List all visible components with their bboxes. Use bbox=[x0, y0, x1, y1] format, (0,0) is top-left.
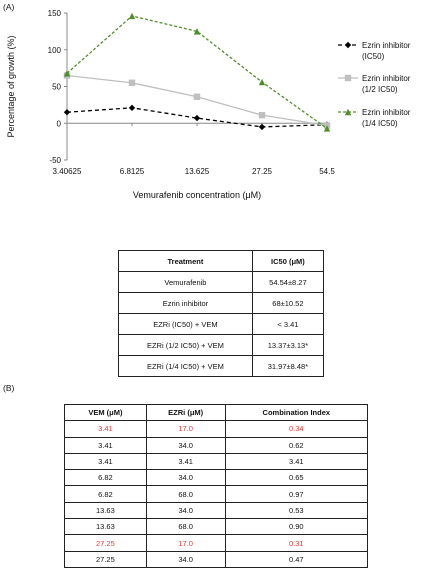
data-point-triangle bbox=[128, 12, 136, 20]
table-row: 6.82 68.0 0.97 bbox=[64, 485, 369, 503]
data-point-square bbox=[193, 93, 201, 100]
data-point-triangle bbox=[258, 78, 266, 86]
data-point-triangle bbox=[63, 70, 71, 77]
legend-label: Ezrin inhibitor bbox=[362, 41, 411, 50]
ci-index-cell: 3.41 bbox=[224, 452, 369, 471]
ci-header-ezri: EZRi (μM) bbox=[145, 403, 226, 422]
ci-ezri-cell: 34.0 bbox=[145, 469, 226, 487]
data-point-diamond bbox=[63, 109, 71, 116]
x-tick-label: 27.25 bbox=[252, 167, 273, 176]
data-point-square bbox=[258, 111, 266, 119]
table-row: 27.25 17.0 0.31 bbox=[64, 534, 369, 552]
ci-ezri-cell: 17.0 bbox=[145, 420, 226, 438]
ci-vem-cell: 6.82 bbox=[64, 469, 147, 487]
ci-ezri-cell: 68.0 bbox=[145, 518, 226, 536]
legend-label: (1/4 IC50) bbox=[362, 119, 398, 128]
ci-index-cell: 0.34 bbox=[224, 420, 369, 438]
combination-index-table: VEM (μM) EZRi (μM) Combination Index 3.4… bbox=[64, 403, 369, 568]
ci-index-cell: 0.97 bbox=[224, 485, 369, 503]
line-chart: -50 0 50 100 150 3.40625 6.8125 13.625 27.25 54.5… bbox=[6, 9, 411, 200]
ci-vem-cell: 27.25 bbox=[64, 534, 147, 552]
ic50-header-treatment: Treatment bbox=[118, 250, 253, 272]
table-row: 6.82 34.0 0.65 bbox=[64, 469, 369, 487]
y-tick-label: 50 bbox=[52, 83, 61, 92]
ci-vem-cell: 3.41 bbox=[64, 420, 147, 438]
ci-table-header: VEM (μM) EZRi (μM) Combination Index bbox=[64, 403, 369, 422]
ic50-treatment-cell: EZRi (1/4 IC50) + VEM bbox=[118, 355, 253, 377]
ic50-treatment-cell: EZRi (1/2 IC50) + VEM bbox=[118, 334, 253, 356]
legend-label: (1/2 IC50) bbox=[362, 85, 398, 94]
ci-vem-cell: 27.25 bbox=[64, 550, 147, 568]
ic50-value-cell: < 3.41 bbox=[251, 313, 325, 335]
data-point-triangle bbox=[193, 28, 201, 35]
data-point-triangle bbox=[344, 108, 352, 116]
ci-vem-cell: 6.82 bbox=[64, 485, 147, 503]
table-row: EZRi (1/2 IC50) + VEM 13.37±3.13* bbox=[118, 334, 325, 356]
table-row: 3.41 34.0 0.62 bbox=[64, 436, 369, 454]
data-point-diamond bbox=[344, 41, 352, 49]
data-point-square bbox=[128, 79, 136, 87]
ci-index-cell: 0.53 bbox=[224, 501, 369, 520]
ci-vem-cell: 13.63 bbox=[64, 518, 147, 536]
ic50-value-cell: 54.54±8.27 bbox=[251, 271, 325, 293]
data-point-diamond bbox=[128, 104, 136, 112]
ci-vem-cell: 13.63 bbox=[64, 501, 147, 520]
legend-label: (IC50) bbox=[362, 52, 385, 61]
table-row: EZRi (1/4 IC50) + VEM 31.97±8.48* bbox=[118, 355, 325, 377]
y-tick-label: -50 bbox=[49, 156, 61, 165]
ci-ezri-cell: 17.0 bbox=[145, 534, 226, 552]
panel-a-label: (A) bbox=[3, 2, 15, 12]
ic50-value-cell: 31.97±8.48* bbox=[251, 355, 325, 377]
ic50-treatment-cell: Ezrin inhibitor bbox=[118, 292, 253, 314]
ic50-value-cell: 13.37±3.13* bbox=[251, 334, 325, 356]
data-point-square bbox=[344, 74, 352, 82]
y-tick-label: 150 bbox=[48, 9, 62, 18]
x-axis-title: Vemurafenib concentration (μM) bbox=[133, 190, 261, 200]
series-line-3 bbox=[66, 15, 328, 129]
y-tick-label: 100 bbox=[48, 46, 62, 55]
ci-ezri-cell: 34.0 bbox=[145, 436, 226, 454]
panel-b-label: (B) bbox=[3, 383, 15, 393]
ci-index-cell: 0.65 bbox=[224, 469, 369, 487]
ci-ezri-cell: 3.41 bbox=[145, 452, 226, 471]
ic50-table-header: Treatment IC50 (μM) bbox=[118, 250, 325, 272]
series-line-1 bbox=[66, 107, 328, 128]
ci-index-cell: 0.31 bbox=[224, 534, 369, 552]
data-point-diamond bbox=[258, 123, 266, 131]
y-axis-title: Percentage of growth (%) bbox=[6, 35, 16, 137]
ci-ezri-cell: 68.0 bbox=[145, 485, 226, 503]
ic50-treatment-cell: EZRi (IC50) + VEM bbox=[118, 313, 253, 335]
y-tick-label: 0 bbox=[57, 119, 62, 128]
ic50-treatment-cell: Vemurafenib bbox=[118, 271, 253, 293]
ci-ezri-cell: 34.0 bbox=[145, 501, 226, 520]
ci-index-cell: 0.47 bbox=[224, 550, 369, 568]
x-tick-label: 3.40625 bbox=[53, 167, 82, 176]
table-row: 3.41 3.41 3.41 bbox=[64, 452, 369, 471]
data-point-triangle bbox=[323, 125, 331, 132]
ci-vem-cell: 3.41 bbox=[64, 436, 147, 454]
x-tick-label: 54.5 bbox=[319, 167, 335, 176]
table-row: Ezrin inhibitor 68±10.52 bbox=[118, 292, 325, 314]
legend-label: Ezrin inhibitor bbox=[362, 108, 411, 117]
table-row: EZRi (IC50) + VEM < 3.41 bbox=[118, 313, 325, 335]
ic50-header-value: IC50 (μM) bbox=[251, 250, 325, 272]
x-tick-label: 6.8125 bbox=[120, 167, 145, 176]
data-point-diamond bbox=[193, 114, 201, 122]
ci-index-cell: 0.62 bbox=[224, 436, 369, 454]
ic50-table: Treatment IC50 (μM) Vemurafenib 54.54±8.… bbox=[118, 250, 325, 377]
ci-header-index: Combination Index bbox=[224, 403, 369, 422]
ci-index-cell: 0.90 bbox=[224, 518, 369, 536]
table-row: Vemurafenib 54.54±8.27 bbox=[118, 271, 325, 293]
x-tick-label: 13.625 bbox=[185, 167, 210, 176]
ci-vem-cell: 3.41 bbox=[64, 452, 147, 471]
legend-label: Ezrin inhibitor bbox=[362, 74, 411, 83]
table-row: 27.25 34.0 0.47 bbox=[64, 550, 369, 568]
ic50-value-cell: 68±10.52 bbox=[251, 292, 325, 314]
ci-header-vem: VEM (μM) bbox=[64, 403, 147, 422]
table-row: 3.41 17.0 0.34 bbox=[64, 420, 369, 438]
table-row: 13.63 34.0 0.53 bbox=[64, 501, 369, 520]
ci-ezri-cell: 34.0 bbox=[145, 550, 226, 568]
table-row: 13.63 68.0 0.90 bbox=[64, 518, 369, 536]
